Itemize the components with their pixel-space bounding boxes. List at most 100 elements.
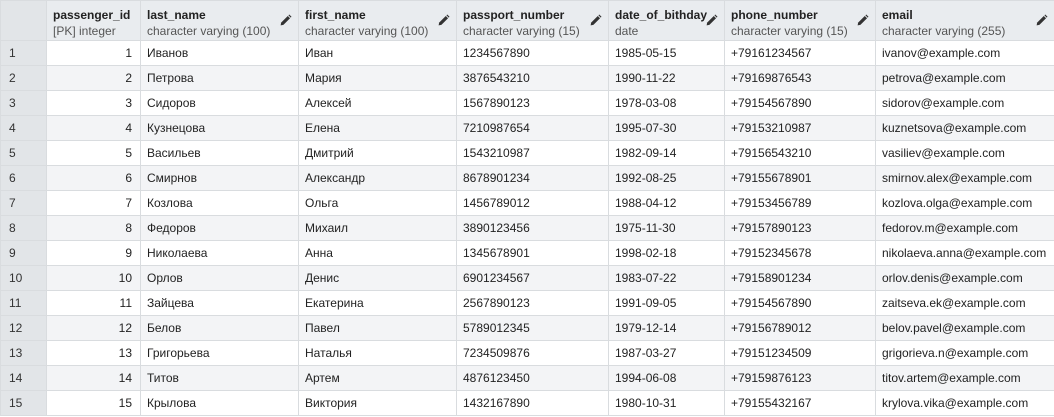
row-number[interactable]: 8 — [0, 215, 47, 241]
table-row[interactable]: 6 6 Смирнов Александр 8678901234 1992-08-25 +7… — [0, 165, 1054, 191]
cell-last-name[interactable]: Иванов — [140, 40, 299, 66]
table-row[interactable]: 7 7 Козлова Ольга 1456789012 1988-04-12 +79153… — [0, 190, 1054, 216]
table-row[interactable]: 8 8 Федоров Михаил 3890123456 1975-11-30 +7915… — [0, 215, 1054, 241]
cell-email[interactable]: grigorieva.n@example.com — [875, 340, 1054, 366]
cell-phone-number[interactable]: +79158901234 — [724, 265, 876, 291]
column-header-passport-number[interactable]: passport_number character varying (15) — [456, 0, 609, 41]
cell-phone-number[interactable]: +79157890123 — [724, 215, 876, 241]
table-row[interactable]: 11 11 Зайцева Екатерина 2567890123 1991-09-05… — [0, 290, 1054, 316]
cell-date-of-bithday[interactable]: 1985-05-15 — [608, 40, 725, 66]
pencil-icon[interactable] — [589, 14, 602, 27]
cell-last-name[interactable]: Григорьева — [140, 340, 299, 366]
cell-passport-number[interactable]: 3876543210 — [456, 65, 609, 91]
cell-first-name[interactable]: Павел — [298, 315, 457, 341]
cell-phone-number[interactable]: +79154567890 — [724, 290, 876, 316]
cell-date-of-bithday[interactable]: 1998-02-18 — [608, 240, 725, 266]
cell-passenger-id[interactable]: 7 — [46, 190, 141, 216]
table-row[interactable]: 13 13 Григорьева Наталья 7234509876 1987-03-2… — [0, 340, 1054, 366]
cell-passenger-id[interactable]: 13 — [46, 340, 141, 366]
cell-email[interactable]: kuznetsova@example.com — [875, 115, 1054, 141]
row-number[interactable]: 15 — [0, 390, 47, 416]
table-row[interactable]: 3 3 Сидоров Алексей 1567890123 1978-03-08 +791… — [0, 90, 1054, 116]
column-header-first-name[interactable]: first_name character varying (100) — [298, 0, 457, 41]
cell-first-name[interactable]: Ольга — [298, 190, 457, 216]
cell-last-name[interactable]: Крылова — [140, 390, 299, 416]
cell-first-name[interactable]: Александр — [298, 165, 457, 191]
cell-phone-number[interactable]: +79152345678 — [724, 240, 876, 266]
cell-phone-number[interactable]: +79169876543 — [724, 65, 876, 91]
cell-email[interactable]: belov.pavel@example.com — [875, 315, 1054, 341]
cell-passenger-id[interactable]: 4 — [46, 115, 141, 141]
cell-phone-number[interactable]: +79154567890 — [724, 90, 876, 116]
cell-first-name[interactable]: Алексей — [298, 90, 457, 116]
row-number[interactable]: 11 — [0, 290, 47, 316]
pencil-icon[interactable] — [856, 14, 869, 27]
cell-last-name[interactable]: Белов — [140, 315, 299, 341]
row-number[interactable]: 10 — [0, 265, 47, 291]
cell-last-name[interactable]: Кузнецова — [140, 115, 299, 141]
cell-date-of-bithday[interactable]: 1980-10-31 — [608, 390, 725, 416]
cell-email[interactable]: krylova.vika@example.com — [875, 390, 1054, 416]
cell-date-of-bithday[interactable]: 1979-12-14 — [608, 315, 725, 341]
cell-last-name[interactable]: Петрова — [140, 65, 299, 91]
cell-first-name[interactable]: Елена — [298, 115, 457, 141]
cell-date-of-bithday[interactable]: 1994-06-08 — [608, 365, 725, 391]
column-header-passenger-id[interactable]: passenger_id [PK] integer — [46, 0, 141, 41]
cell-passport-number[interactable]: 3890123456 — [456, 215, 609, 241]
cell-passenger-id[interactable]: 14 — [46, 365, 141, 391]
cell-passport-number[interactable]: 2567890123 — [456, 290, 609, 316]
cell-passenger-id[interactable]: 15 — [46, 390, 141, 416]
cell-email[interactable]: nikolaeva.anna@example.com — [875, 240, 1054, 266]
cell-email[interactable]: orlov.denis@example.com — [875, 265, 1054, 291]
pencil-icon[interactable] — [279, 14, 292, 27]
pencil-icon[interactable] — [437, 14, 450, 27]
cell-phone-number[interactable]: +79159876123 — [724, 365, 876, 391]
row-number[interactable]: 7 — [0, 190, 47, 216]
cell-last-name[interactable]: Титов — [140, 365, 299, 391]
cell-passenger-id[interactable]: 5 — [46, 140, 141, 166]
table-row[interactable]: 9 9 Николаева Анна 1345678901 1998-02-18 +7915… — [0, 240, 1054, 266]
cell-phone-number[interactable]: +79155678901 — [724, 165, 876, 191]
cell-passenger-id[interactable]: 2 — [46, 65, 141, 91]
cell-phone-number[interactable]: +79151234509 — [724, 340, 876, 366]
cell-date-of-bithday[interactable]: 1978-03-08 — [608, 90, 725, 116]
cell-passport-number[interactable]: 1345678901 — [456, 240, 609, 266]
cell-phone-number[interactable]: +79156789012 — [724, 315, 876, 341]
table-row[interactable]: 15 15 Крылова Виктория 1432167890 1980-10-31 +… — [0, 390, 1054, 416]
cell-last-name[interactable]: Николаева — [140, 240, 299, 266]
cell-passport-number[interactable]: 5789012345 — [456, 315, 609, 341]
cell-last-name[interactable]: Сидоров — [140, 90, 299, 116]
row-number[interactable]: 12 — [0, 315, 47, 341]
cell-first-name[interactable]: Иван — [298, 40, 457, 66]
row-number[interactable]: 14 — [0, 365, 47, 391]
cell-phone-number[interactable]: +79153456789 — [724, 190, 876, 216]
column-header-email[interactable]: email character varying (255) — [875, 0, 1054, 41]
cell-email[interactable]: fedorov.m@example.com — [875, 215, 1054, 241]
cell-email[interactable]: zaitseva.ek@example.com — [875, 290, 1054, 316]
cell-last-name[interactable]: Васильев — [140, 140, 299, 166]
column-header-phone-number[interactable]: phone_number character varying (15) — [724, 0, 876, 41]
cell-passenger-id[interactable]: 11 — [46, 290, 141, 316]
pencil-icon[interactable] — [705, 14, 718, 27]
column-header-last-name[interactable]: last_name character varying (100) — [140, 0, 299, 41]
cell-phone-number[interactable]: +79153210987 — [724, 115, 876, 141]
cell-passport-number[interactable]: 1567890123 — [456, 90, 609, 116]
cell-passport-number[interactable]: 1432167890 — [456, 390, 609, 416]
row-number[interactable]: 2 — [0, 65, 47, 91]
cell-passport-number[interactable]: 6901234567 — [456, 265, 609, 291]
column-header-date-of-bithday[interactable]: date_of_bithday date — [608, 0, 725, 41]
cell-passport-number[interactable]: 8678901234 — [456, 165, 609, 191]
cell-last-name[interactable]: Федоров — [140, 215, 299, 241]
cell-passenger-id[interactable]: 9 — [46, 240, 141, 266]
cell-first-name[interactable]: Артем — [298, 365, 457, 391]
cell-date-of-bithday[interactable]: 1990-11-22 — [608, 65, 725, 91]
cell-first-name[interactable]: Виктория — [298, 390, 457, 416]
table-row[interactable]: 1 1 Иванов Иван 1234567890 1985-05-15 +7916123… — [0, 40, 1054, 66]
cell-passenger-id[interactable]: 12 — [46, 315, 141, 341]
table-row[interactable]: 10 10 Орлов Денис 6901234567 1983-07-22 +79158… — [0, 265, 1054, 291]
cell-date-of-bithday[interactable]: 1995-07-30 — [608, 115, 725, 141]
table-row[interactable]: 12 12 Белов Павел 5789012345 1979-12-14 +79156… — [0, 315, 1054, 341]
cell-date-of-bithday[interactable]: 1988-04-12 — [608, 190, 725, 216]
cell-date-of-bithday[interactable]: 1982-09-14 — [608, 140, 725, 166]
cell-first-name[interactable]: Мария — [298, 65, 457, 91]
